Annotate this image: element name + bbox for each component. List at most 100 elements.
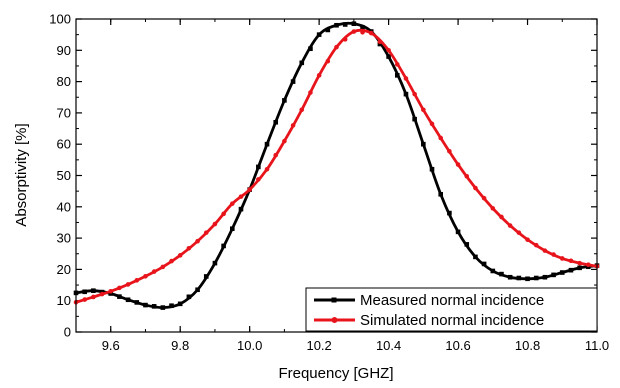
data-point-measured (143, 302, 148, 308)
y-tick-label: 0 (64, 325, 71, 340)
x-tick-label: 9.8 (171, 338, 189, 353)
marker-measured (273, 119, 279, 125)
legend-item-simulated: Simulated normal incidence (314, 312, 544, 329)
data-point-measured (351, 21, 357, 26)
data-point-measured (177, 301, 183, 307)
x-axis-label: Frequency [GHZ] (278, 365, 393, 382)
series-measured (73, 21, 600, 310)
data-point-simulated (108, 289, 114, 294)
data-point-simulated (351, 29, 357, 34)
marker-simulated (169, 258, 174, 264)
marker-simulated (586, 262, 591, 268)
y-tick-label: 30 (57, 231, 71, 246)
marker-simulated (256, 177, 261, 182)
x-tick-label: 10.8 (515, 338, 540, 353)
data-point-measured (559, 270, 565, 275)
data-point-simulated (160, 264, 166, 270)
data-point-simulated (507, 223, 513, 228)
marker-simulated (360, 30, 365, 35)
data-point-measured (473, 254, 478, 260)
data-point-simulated (212, 221, 218, 227)
x-tick-label: 11.0 (585, 338, 609, 353)
marker-measured (256, 164, 261, 170)
marker-simulated (342, 37, 348, 42)
marker-simulated (533, 242, 539, 248)
data-point-simulated (195, 238, 200, 244)
legend-box (305, 287, 598, 332)
data-point-simulated (473, 185, 478, 191)
data-point-measured (125, 297, 131, 303)
data-point-measured (455, 229, 461, 235)
marker-measured (325, 27, 331, 33)
marker-measured (203, 274, 209, 279)
data-point-simulated (421, 107, 426, 113)
marker-simulated (151, 269, 157, 274)
data-point-simulated (559, 256, 565, 261)
legend-marker-simulated (331, 317, 338, 323)
data-point-measured (212, 260, 218, 266)
data-point-measured (438, 191, 443, 197)
y-tick-label: 80 (57, 74, 71, 89)
marker-simulated (429, 121, 435, 127)
marker-simulated (568, 258, 574, 264)
data-point-measured (525, 276, 530, 282)
marker-measured (290, 79, 296, 84)
data-point-simulated (143, 273, 148, 279)
marker-simulated (394, 62, 400, 67)
x-tick-label: 10.6 (445, 338, 470, 353)
data-point-simulated (368, 30, 374, 36)
data-point-measured (282, 98, 287, 103)
data-point-measured (91, 288, 96, 293)
data-point-simulated (125, 282, 131, 287)
y-axis-label: Absorptivity [%] (13, 123, 30, 226)
marker-simulated (464, 173, 470, 179)
data-point-simulated (334, 44, 339, 50)
marker-simulated (551, 252, 556, 257)
legend-item-measured: Measured normal incidence (314, 292, 544, 309)
marker-simulated (447, 148, 452, 154)
marker-measured (117, 294, 122, 299)
x-tick-label: 10.4 (376, 338, 401, 353)
data-point-measured (160, 305, 166, 310)
data-point-simulated (403, 76, 409, 81)
plot-frame (75, 18, 598, 333)
y-tick-label: 70 (57, 105, 71, 120)
legend: Measured normal incidence Simulated norm… (305, 287, 598, 332)
marker-measured (499, 271, 504, 277)
data-point-measured (403, 91, 409, 97)
marker-measured (342, 22, 348, 27)
data-point-simulated (577, 260, 582, 266)
marker-simulated (290, 123, 296, 128)
marker-simulated (99, 291, 105, 297)
data-point-simulated (525, 237, 530, 242)
marker-measured (429, 166, 435, 172)
marker-measured (412, 116, 417, 122)
marker-simulated (516, 230, 522, 235)
data-point-measured (334, 22, 339, 28)
marker-simulated (82, 297, 87, 302)
data-point-simulated (247, 187, 252, 192)
marker-measured (568, 267, 574, 273)
data-point-simulated (91, 294, 96, 300)
marker-measured (447, 210, 452, 216)
marker-simulated (134, 278, 140, 283)
y-tick-label: 90 (57, 43, 71, 58)
marker-measured (394, 73, 400, 78)
marker-simulated (325, 58, 331, 64)
data-point-measured (264, 141, 270, 147)
marker-simulated (308, 90, 313, 95)
y-tick-label: 40 (57, 199, 71, 214)
data-point-simulated (299, 107, 305, 113)
marker-measured (82, 289, 87, 295)
data-point-simulated (438, 135, 444, 141)
data-point-simulated (386, 48, 391, 53)
data-point-simulated (542, 248, 548, 253)
data-point-measured (195, 287, 200, 293)
data-point-measured (299, 60, 305, 66)
marker-simulated (238, 194, 244, 199)
marker-measured (481, 261, 487, 267)
data-point-measured (316, 32, 322, 37)
marker-simulated (377, 39, 383, 44)
y-tick-label: 20 (57, 262, 71, 277)
